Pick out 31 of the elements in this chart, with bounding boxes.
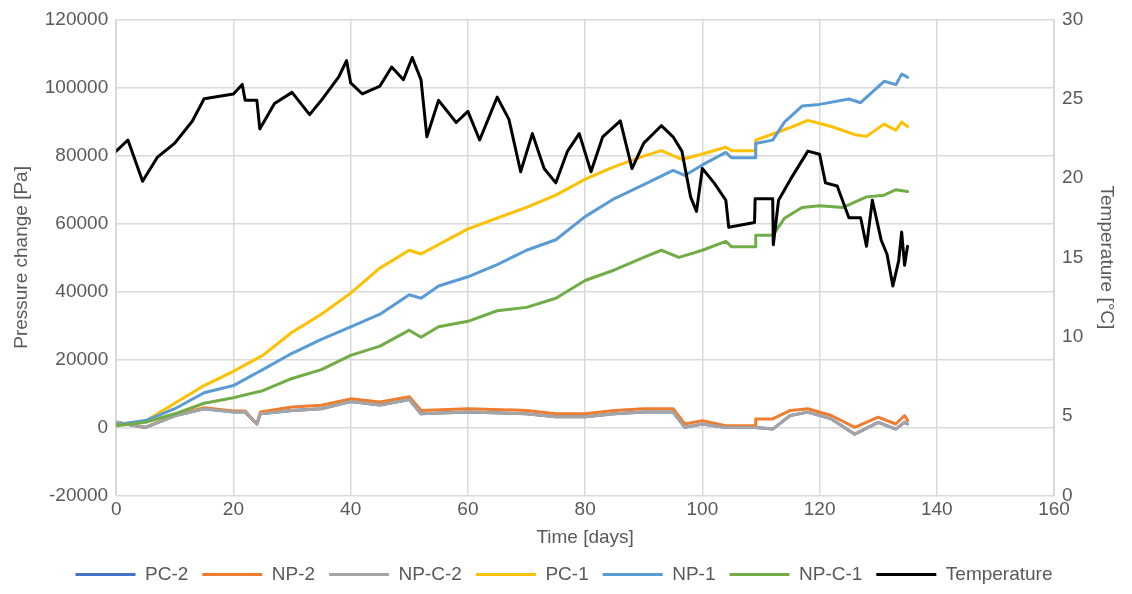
y-tick-label: 0 <box>97 415 109 437</box>
legend-label: NP-1 <box>672 562 716 584</box>
legend-label: PC-1 <box>545 562 589 584</box>
y2-tick-label: 25 <box>1062 86 1084 108</box>
legend-label: NP-C-2 <box>398 562 462 584</box>
x-tick-label: 120 <box>803 498 836 520</box>
y-tick-label: 40000 <box>55 279 109 301</box>
y-tick-label: 60000 <box>55 211 109 233</box>
x-tick-label: 60 <box>457 498 479 520</box>
y2-tick-label: 20 <box>1062 166 1084 188</box>
x-tick-label: 140 <box>920 498 953 520</box>
legend-label: PC-2 <box>145 562 189 584</box>
legend-label: Temperature <box>945 562 1053 584</box>
legend-label: NP-C-1 <box>799 562 863 584</box>
y-tick-label: 100000 <box>44 75 109 97</box>
y2-tick-label: 5 <box>1062 404 1073 426</box>
x-axis-title: Time [days] <box>536 525 634 547</box>
y-tick-label: 80000 <box>55 143 109 165</box>
x-tick-label: 100 <box>686 498 719 520</box>
x-tick-label: 80 <box>574 498 596 520</box>
legend-label: NP-2 <box>271 562 316 584</box>
x-tick-label: 20 <box>222 498 244 520</box>
y-tick-label: -20000 <box>49 483 109 505</box>
x-tick-label: 40 <box>340 498 362 520</box>
y2-axis-title: Temperature [°C] <box>1097 185 1119 330</box>
y2-tick-label: 15 <box>1062 245 1084 267</box>
y-axis-title: Pressure change [Pa] <box>9 166 31 349</box>
y-tick-label: 20000 <box>55 347 109 369</box>
y-tick-label: 120000 <box>44 7 109 29</box>
y2-tick-label: 30 <box>1062 7 1084 29</box>
y2-tick-label: 10 <box>1062 324 1084 346</box>
